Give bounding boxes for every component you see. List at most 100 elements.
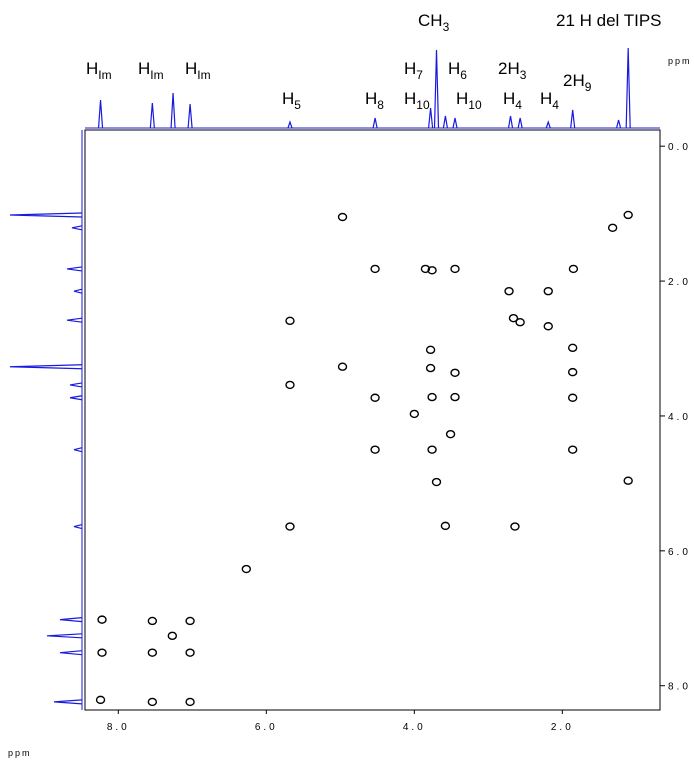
annotation: H8 [365, 89, 384, 112]
cross-peak [337, 212, 348, 222]
x-tick-label: 6.0 [255, 722, 278, 733]
cross-peak [420, 264, 431, 274]
cross-peak [431, 477, 442, 487]
annotation: H4 [540, 89, 559, 112]
y-tick-label: 4.0 [668, 412, 691, 423]
top-peak [442, 115, 448, 129]
annotation-text: CH [418, 11, 443, 30]
annotation-subscript: 5 [294, 98, 301, 112]
cross-peak [147, 648, 158, 657]
left-peak [69, 382, 83, 388]
cross-peak [510, 522, 520, 531]
annotation-text: H [503, 89, 515, 108]
cross-peak [567, 393, 578, 402]
cross-peak [285, 316, 295, 326]
top-peak [287, 120, 293, 129]
top-peak [507, 115, 514, 129]
y-tick-label: 2.0 [668, 277, 691, 288]
top-peak [372, 117, 378, 129]
annotation-subscript: 10 [416, 98, 430, 112]
left-peak [9, 364, 83, 370]
annotation: 21 H del TIPS [556, 11, 662, 30]
y-tick-label: 0.0 [668, 142, 691, 153]
annotation: H10 [404, 89, 430, 112]
annotation: HIm [185, 59, 211, 82]
left-peak [73, 447, 83, 453]
cross-peak [241, 564, 252, 574]
annotation-subscript: 8 [377, 98, 384, 112]
cross-peak [568, 264, 579, 274]
cross-peak [567, 445, 578, 454]
cross-peak [450, 264, 460, 274]
y-tick-label: 6.0 [668, 547, 691, 558]
left-peak [59, 617, 83, 623]
cross-peak [427, 392, 437, 402]
cross-peak [623, 476, 633, 485]
annotation-text: H [448, 59, 460, 78]
cross-peak [450, 392, 460, 402]
cross-peak [185, 616, 195, 626]
x-axis-label: ppm [8, 748, 32, 758]
left-peak [66, 317, 83, 323]
cross-peak [543, 322, 553, 331]
cross-peak [427, 266, 437, 275]
left-peak [59, 650, 83, 656]
annotation-subscript: Im [98, 68, 111, 82]
cross-peak [370, 445, 380, 454]
cross-peak [95, 695, 106, 705]
cross-peak [185, 648, 195, 657]
annotation-subscript: 10 [468, 98, 482, 112]
x-tick-label: 2.0 [551, 722, 574, 733]
left-peak [73, 288, 83, 294]
top-peak [433, 49, 440, 129]
cross-peak [370, 393, 380, 402]
x-tick-label: 4.0 [403, 722, 426, 733]
annotation: 2H3 [498, 59, 527, 82]
annotation: CH3 [418, 11, 450, 34]
top-peak [545, 120, 551, 129]
annotation-text: 2H [563, 71, 585, 90]
cross-peak [445, 429, 456, 439]
left-peak [9, 212, 83, 218]
annotation-text: H [404, 89, 416, 108]
cross-peak [504, 286, 514, 296]
left-peak [73, 523, 83, 530]
annotation: HIm [86, 59, 112, 82]
cross-peak [147, 697, 158, 707]
top-peak [517, 117, 523, 129]
left-peak [71, 225, 83, 231]
annotation-subscript: 3 [443, 20, 450, 34]
cross-peak [409, 409, 420, 419]
cross-peak [607, 223, 618, 232]
x-tick-label: 8.0 [107, 722, 130, 733]
top-peak [97, 99, 104, 129]
annotation-subscript: 9 [585, 80, 592, 94]
cross-peak [508, 313, 519, 323]
y-tick-label: 8.0 [668, 682, 691, 693]
cross-peak [370, 264, 380, 274]
annotation-subscript: 4 [515, 98, 522, 112]
annotation-text: H [540, 89, 552, 108]
cross-peak [285, 380, 295, 390]
annotation: H5 [282, 89, 301, 112]
annotation-text: 2H [498, 59, 520, 78]
annotation: HIm [138, 59, 164, 82]
cross-peak [337, 362, 348, 371]
cross-peak [450, 368, 460, 377]
cross-peak [543, 286, 553, 296]
annotation-text: H [282, 89, 294, 108]
cross-peak [97, 648, 107, 657]
annotation-text: 21 H del TIPS [556, 11, 662, 30]
cross-peak [427, 445, 437, 454]
annotation-subscript: Im [150, 68, 163, 82]
cross-peak [440, 521, 451, 531]
cross-peak [623, 210, 633, 220]
annotation-subscript: 4 [552, 98, 559, 112]
annotation-text: H [365, 89, 377, 108]
annotation-subscript: Im [197, 68, 210, 82]
annotation-text: H [138, 59, 150, 78]
annotation-text: H [185, 59, 197, 78]
annotation-subscript: 7 [416, 68, 423, 82]
cross-peak [425, 363, 436, 373]
annotation: 2H9 [563, 71, 592, 94]
